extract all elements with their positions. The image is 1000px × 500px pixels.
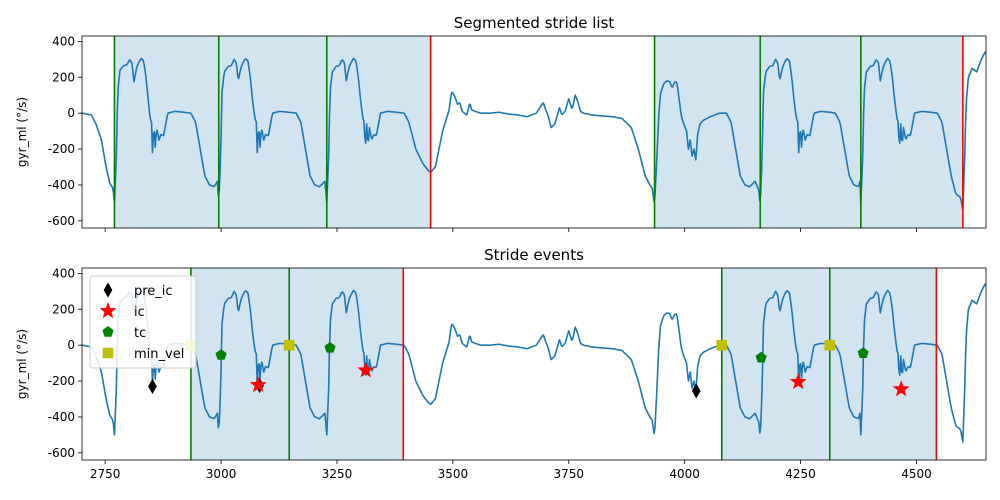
y-tick-label: 0 (67, 338, 75, 352)
stride-span (289, 268, 404, 460)
axes-frame (81, 267, 987, 461)
y-tick-label: 200 (52, 70, 75, 84)
stride-span (326, 36, 431, 228)
y-tick-label: -400 (48, 410, 75, 424)
stride-span (190, 268, 290, 460)
x-tick-label: 3250 (322, 467, 353, 481)
ic-marker (357, 361, 375, 378)
tc-marker (755, 351, 767, 363)
y-tick-label: -400 (48, 178, 75, 192)
stride-span (721, 268, 830, 460)
min-vel-marker (824, 339, 836, 351)
min-vel-marker (283, 339, 295, 351)
x-tick-label: 4500 (901, 467, 932, 481)
x-tick-label: 3000 (206, 467, 237, 481)
legend-entry: min_vel (134, 347, 184, 362)
ic-marker (892, 380, 910, 397)
legend-entry: tc (134, 326, 146, 341)
x-tick-label: 4000 (669, 467, 700, 481)
y-tick-label: -600 (48, 214, 75, 228)
tc-marker (324, 341, 336, 353)
plot-area (82, 36, 986, 228)
ic-legend-marker (99, 302, 117, 319)
chart-title: Segmented stride list (454, 14, 615, 32)
ic-marker (789, 373, 807, 390)
y-tick-label: -600 (48, 446, 75, 460)
x-tick-label: 3500 (438, 467, 469, 481)
legend-box (89, 275, 197, 369)
y-tick-label: 400 (52, 34, 75, 48)
y-tick-label: 0 (67, 106, 75, 120)
y-tick-label: 200 (52, 302, 75, 316)
ic-marker (249, 376, 267, 393)
y-tick-label: 400 (52, 266, 75, 280)
min-vel-legend-marker (102, 347, 114, 359)
x-tick-label: 3750 (553, 467, 584, 481)
stride-span (114, 36, 219, 228)
legend-entry: ic (134, 305, 145, 320)
min-vel-marker (716, 339, 728, 351)
x-tick-label: 2750 (90, 467, 121, 481)
pre-ic-marker (691, 383, 701, 399)
axes-frame (81, 35, 987, 229)
chart-title: Stride events (484, 246, 584, 264)
y-axis-label: gyr_ml (°/s) (15, 97, 29, 167)
subplot-segmented-stride-list: 400 200 0 -200 -400 -600 Segmented stride list… (15, 14, 987, 232)
signal-line (82, 283, 986, 443)
legend-entry: pre_ic (134, 284, 173, 299)
pre-ic-marker (148, 378, 157, 395)
pre-ic-legend-marker (103, 282, 113, 298)
x-tick-label: 4250 (785, 467, 816, 481)
tc-marker (215, 349, 227, 360)
stride-span (829, 268, 937, 460)
stride-span (218, 36, 327, 228)
tc-marker (857, 347, 869, 358)
tc-legend-marker (102, 326, 114, 337)
y-tick-label: -200 (48, 374, 75, 388)
stride-span (654, 36, 761, 228)
signal-line (82, 51, 986, 211)
y-axis-label: gyr_ml (°/s) (15, 329, 29, 399)
y-tick-label: -200 (48, 142, 75, 156)
plot-area (82, 268, 986, 460)
subplot-stride-events: 400 200 0 -200 -400 -600 2750 3000 3250 3500 3750 4… (15, 246, 987, 481)
